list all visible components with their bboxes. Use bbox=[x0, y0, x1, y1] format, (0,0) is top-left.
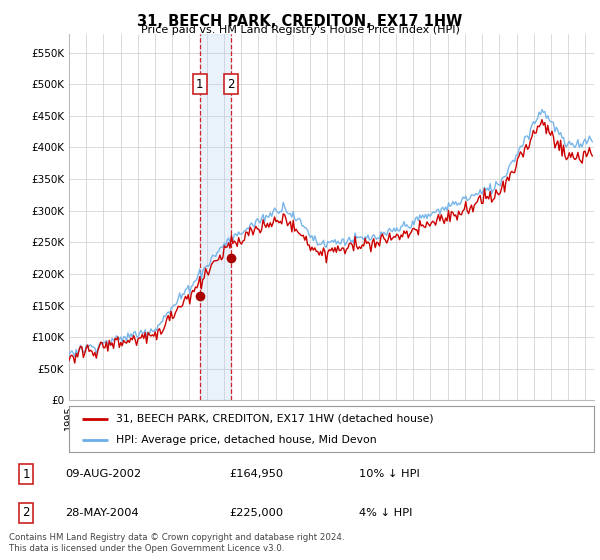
Text: 1: 1 bbox=[196, 78, 203, 91]
Text: 1: 1 bbox=[22, 468, 30, 480]
Text: £225,000: £225,000 bbox=[229, 508, 284, 517]
Text: 2: 2 bbox=[227, 78, 235, 91]
Text: HPI: Average price, detached house, Mid Devon: HPI: Average price, detached house, Mid … bbox=[116, 436, 377, 445]
Text: 10% ↓ HPI: 10% ↓ HPI bbox=[359, 469, 419, 479]
Text: 28-MAY-2004: 28-MAY-2004 bbox=[65, 508, 139, 517]
Bar bbox=[200, 34, 231, 400]
Text: Contains HM Land Registry data © Crown copyright and database right 2024.
This d: Contains HM Land Registry data © Crown c… bbox=[9, 533, 344, 553]
Text: Price paid vs. HM Land Registry's House Price Index (HPI): Price paid vs. HM Land Registry's House … bbox=[140, 25, 460, 35]
Text: 4% ↓ HPI: 4% ↓ HPI bbox=[359, 508, 412, 517]
Text: £164,950: £164,950 bbox=[229, 469, 284, 479]
Text: 09-AUG-2002: 09-AUG-2002 bbox=[65, 469, 141, 479]
Text: 2: 2 bbox=[22, 506, 30, 519]
Text: 31, BEECH PARK, CREDITON, EX17 1HW (detached house): 31, BEECH PARK, CREDITON, EX17 1HW (deta… bbox=[116, 414, 434, 424]
Text: 31, BEECH PARK, CREDITON, EX17 1HW: 31, BEECH PARK, CREDITON, EX17 1HW bbox=[137, 14, 463, 29]
